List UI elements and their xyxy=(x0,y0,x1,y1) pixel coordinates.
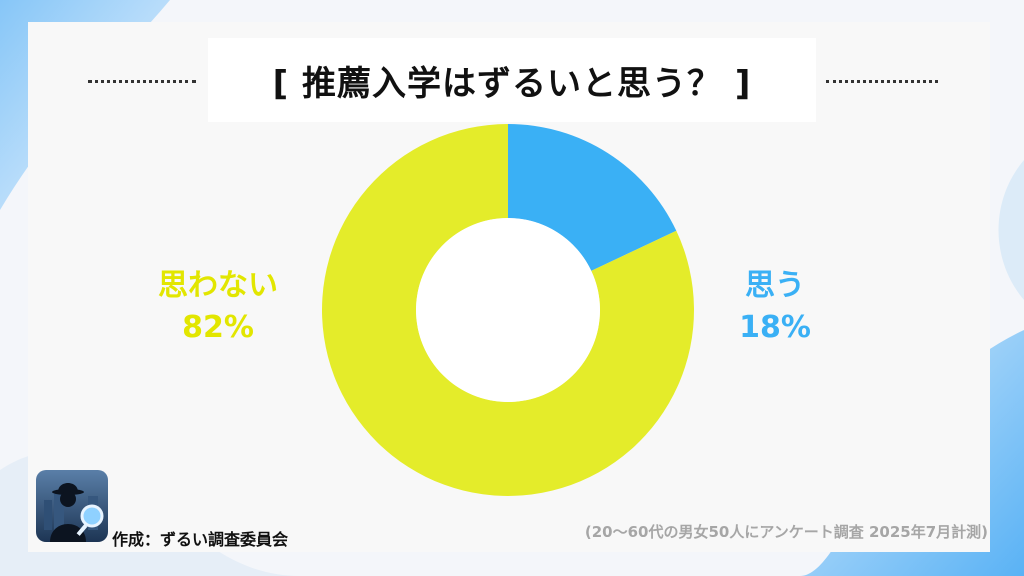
label-yes-name: 思う xyxy=(745,268,805,303)
title-box: [ 推薦入学はずるいと思う？ ] xyxy=(208,38,816,122)
label-yes: 思う 18% xyxy=(710,268,840,346)
title-dotted-line-right xyxy=(826,80,938,83)
donut-slice-yes xyxy=(508,124,677,271)
donut-slice-no xyxy=(322,124,694,496)
detective-magnifier-icon xyxy=(36,470,108,542)
label-no: 思わない 82% xyxy=(128,268,308,346)
title-dotted-line-left xyxy=(88,80,196,83)
label-no-name: 思わない xyxy=(158,268,278,303)
survey-note: (20〜60代の男女50人にアンケート調査 2025年7月計測) xyxy=(584,523,988,541)
credit-text: 作成：ずるい調査委員会 xyxy=(112,530,289,549)
donut-chart xyxy=(322,124,694,496)
label-no-percent: 82% xyxy=(182,310,254,345)
label-yes-percent: 18% xyxy=(739,310,811,345)
chart-title: [ 推薦入学はずるいと思う？ ] xyxy=(272,63,752,104)
right-edge-wave xyxy=(998,160,1024,300)
donut-hole xyxy=(416,218,600,402)
